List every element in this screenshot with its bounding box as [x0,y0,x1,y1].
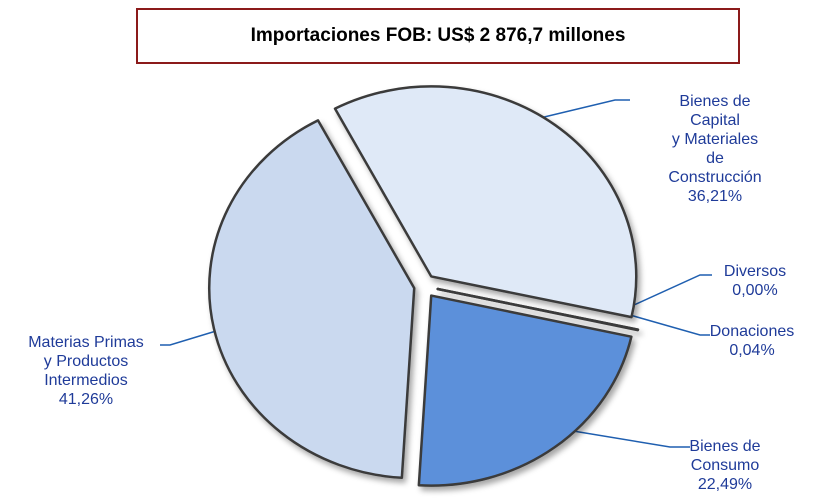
slice-label: Diversos 0,00% [724,262,786,300]
chart-title: Importaciones FOB: US$ 2 876,7 millones [136,8,740,64]
slice-label: Bienes de Consumo 22,49% [689,437,760,494]
pie-slice [333,85,638,319]
slice-category: Donaciones [709,323,795,340]
slice-value: 22,49% [697,476,753,493]
leader-line [622,274,712,311]
slice-label: Bienes de Capital y Materiales de Constr… [662,92,768,206]
slice-value: 0,04% [729,342,775,359]
leader-line [160,327,227,346]
slice-category: Materias Primas y Productos Intermedios [28,334,144,389]
slice-label: Materias Primas y Productos Intermedios 4… [28,333,144,409]
leader-line [622,312,710,336]
slice-value: 0,00% [732,282,778,299]
slice-value: 36,21% [687,188,743,205]
leader-line [539,99,630,119]
leader-line [554,427,690,448]
slice-value: 41,26% [58,391,114,408]
slice-category: Diversos [723,263,787,280]
slice-category: Bienes de Consumo [689,438,761,474]
slice-category: Bienes de Capital y Materiales de Constr… [668,93,762,186]
pie [207,85,640,487]
pie-slice [436,287,640,332]
leader-lines [160,99,712,448]
pie-slice [207,119,416,480]
pie-slice [417,294,633,487]
slice-label: Donaciones 0,04% [710,322,795,360]
